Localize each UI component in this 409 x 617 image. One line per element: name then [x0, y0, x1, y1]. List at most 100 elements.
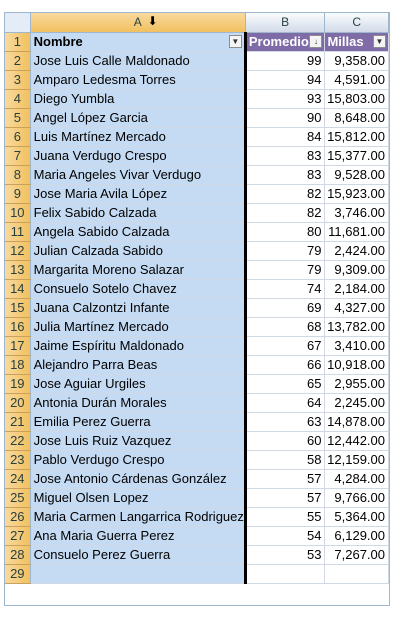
row-header[interactable]: 25 [5, 488, 31, 508]
cell-millas[interactable]: 13,782.00 [324, 317, 389, 337]
cell-promedio[interactable]: 57 [245, 488, 326, 508]
row-header[interactable]: 19 [5, 374, 31, 394]
cell-millas[interactable]: 8,648.00 [324, 108, 389, 128]
cell-nombre[interactable]: Jose Luis Calle Maldonado [30, 51, 247, 71]
sort-descending-filter-icon[interactable]: ↓ [309, 34, 323, 48]
cell-millas[interactable]: 9,358.00 [324, 51, 389, 71]
cell-promedio[interactable]: 79 [245, 260, 326, 280]
column-header-a[interactable]: A ⬇ [30, 13, 246, 33]
cell-promedio[interactable]: 90 [245, 108, 326, 128]
cell-millas[interactable]: 4,284.00 [324, 469, 389, 489]
cell-nombre[interactable]: Miguel Olsen Lopez [30, 488, 247, 508]
cell-nombre[interactable]: Diego Yumbla [30, 89, 247, 109]
cell-promedio[interactable]: 83 [245, 146, 326, 166]
cell-millas[interactable]: 4,591.00 [324, 70, 389, 90]
row-header[interactable]: 28 [5, 545, 31, 565]
cell-millas[interactable]: 15,923.00 [324, 184, 389, 204]
row-header[interactable]: 8 [5, 165, 31, 185]
cell-nombre[interactable]: Felix Sabido Calzada [30, 203, 247, 223]
cell-promedio[interactable]: 53 [245, 545, 326, 565]
select-all-corner[interactable] [5, 13, 31, 33]
cell-millas[interactable]: 15,377.00 [324, 146, 389, 166]
row-header[interactable]: 13 [5, 260, 31, 280]
cell-nombre[interactable]: Margarita Moreno Salazar [30, 260, 247, 280]
cell-promedio[interactable]: 64 [245, 393, 326, 413]
cell-nombre[interactable]: Angela Sabido Calzada [30, 222, 247, 242]
cell-promedio[interactable]: 99 [245, 51, 326, 71]
cell-promedio[interactable]: 94 [245, 70, 326, 90]
cell-promedio[interactable]: 55 [245, 507, 326, 527]
header-cell-nombre[interactable]: Nombre ▼ [30, 32, 247, 52]
cell-promedio[interactable]: 83 [245, 165, 326, 185]
cell-millas[interactable]: 9,528.00 [324, 165, 389, 185]
cell-nombre[interactable]: Jose Maria Avila López [30, 184, 247, 204]
cell-nombre[interactable]: Consuelo Perez Guerra [30, 545, 247, 565]
cell-nombre[interactable]: Juana Calzontzi Infante [30, 298, 247, 318]
cell-nombre[interactable]: Amparo Ledesma Torres [30, 70, 247, 90]
row-header[interactable]: 21 [5, 412, 31, 432]
row-header[interactable]: 18 [5, 355, 31, 375]
cell-promedio[interactable]: 80 [245, 222, 326, 242]
cell-nombre[interactable]: Jaime Espíritu Maldonado [30, 336, 247, 356]
cell-promedio[interactable]: 57 [245, 469, 326, 489]
row-header[interactable]: 9 [5, 184, 31, 204]
cell-promedio[interactable] [245, 564, 326, 584]
cell-nombre[interactable]: Angel López Garcia [30, 108, 247, 128]
row-header[interactable]: 5 [5, 108, 31, 128]
cell-nombre[interactable]: Julian Calzada Sabido [30, 241, 247, 261]
row-header[interactable]: 6 [5, 127, 31, 147]
cell-millas[interactable]: 3,410.00 [324, 336, 389, 356]
row-header[interactable]: 7 [5, 146, 31, 166]
cell-millas[interactable]: 10,918.00 [324, 355, 389, 375]
filter-dropdown-icon[interactable]: ▼ [373, 34, 386, 48]
row-header[interactable]: 24 [5, 469, 31, 489]
cell-millas[interactable]: 15,812.00 [324, 127, 389, 147]
cell-millas[interactable]: 15,803.00 [324, 89, 389, 109]
cell-millas[interactable]: 11,681.00 [324, 222, 389, 242]
cell-millas[interactable]: 4,327.00 [324, 298, 389, 318]
cell-millas[interactable] [324, 564, 389, 584]
cell-millas[interactable]: 2,424.00 [324, 241, 389, 261]
row-header[interactable]: 4 [5, 89, 31, 109]
cell-millas[interactable]: 12,159.00 [324, 450, 389, 470]
cell-nombre[interactable]: Alejandro Parra Beas [30, 355, 247, 375]
row-header[interactable]: 23 [5, 450, 31, 470]
row-header[interactable]: 16 [5, 317, 31, 337]
cell-promedio[interactable]: 67 [245, 336, 326, 356]
cell-nombre[interactable]: Antonia Durán Morales [30, 393, 247, 413]
row-header[interactable]: 22 [5, 431, 31, 451]
filter-dropdown-icon[interactable]: ▼ [228, 34, 242, 48]
cell-promedio[interactable]: 74 [245, 279, 326, 299]
cell-nombre[interactable]: Jose Luis Ruiz Vazquez [30, 431, 247, 451]
row-header[interactable]: 27 [5, 526, 31, 546]
cell-millas[interactable]: 2,955.00 [324, 374, 389, 394]
cell-promedio[interactable]: 79 [245, 241, 326, 261]
cell-promedio[interactable]: 84 [245, 127, 326, 147]
column-header-b[interactable]: B [245, 13, 326, 33]
cell-promedio[interactable]: 60 [245, 431, 326, 451]
cell-nombre[interactable] [30, 564, 247, 584]
row-header[interactable]: 17 [5, 336, 31, 356]
row-header[interactable]: 1 [5, 32, 31, 52]
cell-millas[interactable]: 12,442.00 [324, 431, 389, 451]
header-cell-millas[interactable]: Millas ▼ [324, 32, 389, 52]
cell-promedio[interactable]: 93 [245, 89, 326, 109]
cell-promedio[interactable]: 68 [245, 317, 326, 337]
cell-nombre[interactable]: Jose Aguiar Urgiles [30, 374, 247, 394]
cell-promedio[interactable]: 82 [245, 184, 326, 204]
cell-nombre[interactable]: Pablo Verdugo Crespo [30, 450, 247, 470]
cell-promedio[interactable]: 66 [245, 355, 326, 375]
row-header[interactable]: 12 [5, 241, 31, 261]
cell-millas[interactable]: 2,184.00 [324, 279, 389, 299]
row-header[interactable]: 15 [5, 298, 31, 318]
cell-nombre[interactable]: Maria Carmen Langarrica Rodriguez [30, 507, 247, 527]
row-header[interactable]: 10 [5, 203, 31, 223]
cell-millas[interactable]: 9,766.00 [324, 488, 389, 508]
cell-promedio[interactable]: 63 [245, 412, 326, 432]
cell-promedio[interactable]: 65 [245, 374, 326, 394]
cell-nombre[interactable]: Luis Martínez Mercado [30, 127, 247, 147]
row-header[interactable]: 14 [5, 279, 31, 299]
header-cell-promedio[interactable]: Promedio ↓ [245, 32, 326, 52]
cell-promedio[interactable]: 69 [245, 298, 326, 318]
cell-millas[interactable]: 14,878.00 [324, 412, 389, 432]
